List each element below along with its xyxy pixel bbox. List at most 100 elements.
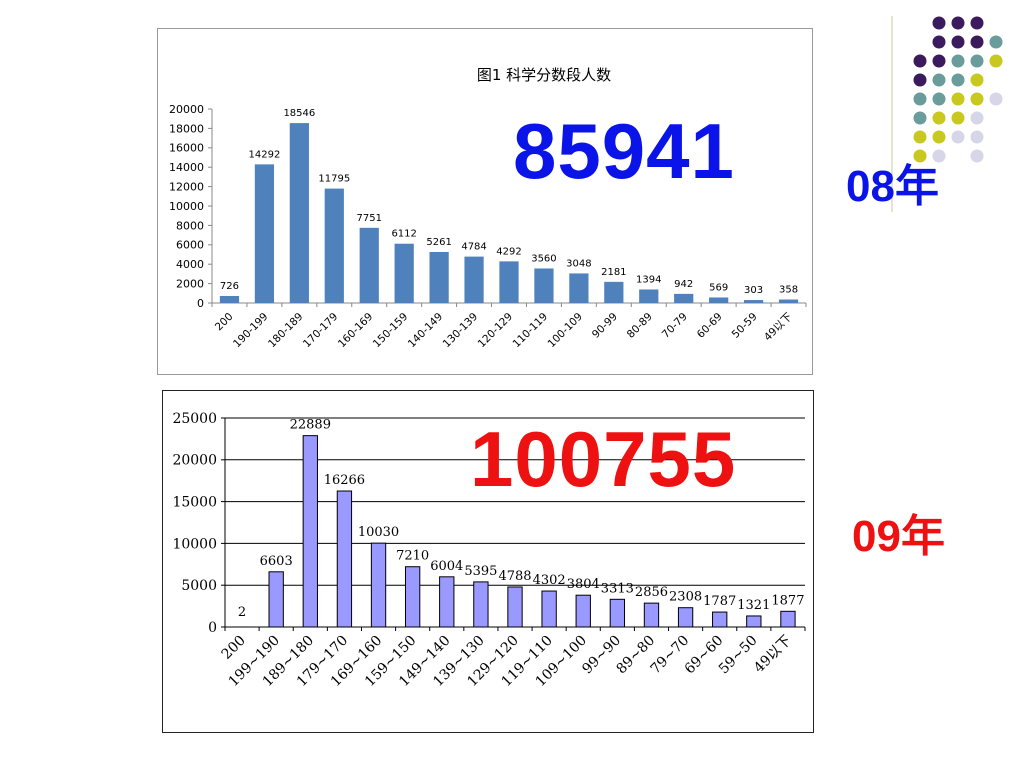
- decorative-dot: [970, 111, 984, 125]
- x-tick-label: 80-89: [625, 311, 655, 341]
- chart-title: 图1 科学分数段人数: [477, 66, 611, 84]
- decorative-dot: [913, 73, 927, 87]
- x-tick-label: 140-149: [406, 311, 446, 351]
- bar: [569, 273, 589, 303]
- bar: [404, 566, 421, 628]
- decorative-dot: [913, 149, 927, 163]
- decorative-dot: [951, 35, 965, 49]
- data-label: 3804: [567, 577, 600, 592]
- decorative-dot: [913, 130, 927, 144]
- data-label: 2181: [601, 267, 626, 278]
- y-tick-label: 15000: [172, 495, 217, 511]
- data-label: 4788: [498, 569, 531, 584]
- decorative-dot: [951, 111, 965, 125]
- decorative-dot: [989, 35, 1003, 49]
- data-label: 942: [674, 279, 693, 290]
- data-label: 6603: [260, 554, 293, 569]
- data-label: 7210: [396, 549, 429, 564]
- bar: [464, 256, 484, 303]
- bar: [499, 261, 519, 303]
- data-label: 3560: [531, 253, 556, 264]
- bar: [429, 251, 449, 303]
- x-tick-label: 90-99: [590, 311, 620, 341]
- decorative-dot: [989, 92, 1003, 106]
- decorative-dot: [970, 54, 984, 68]
- data-label: 7751: [357, 213, 382, 224]
- x-tick-label: 110-119: [511, 311, 551, 351]
- x-tick-label: 200: [219, 633, 249, 663]
- decorative-dot: [932, 73, 946, 87]
- y-tick-label: 2000: [176, 277, 204, 290]
- decorative-dot: [932, 149, 946, 163]
- chart-panel-2008: 图1 科学分数段人数 0 2000 4000 6000 8000 10000 12000 140…: [157, 28, 813, 375]
- data-label: 358: [779, 285, 798, 296]
- bar: [289, 123, 309, 304]
- x-tick-label: 70-79: [660, 311, 690, 341]
- data-label: 14292: [249, 149, 281, 160]
- data-label: 5261: [426, 237, 451, 248]
- y-tick-label: 0: [208, 620, 217, 636]
- bar: [534, 268, 554, 303]
- y-tick-label: 6000: [176, 239, 204, 252]
- decorative-dot: [989, 54, 1003, 68]
- decorative-dot: [951, 92, 965, 106]
- bar: [359, 227, 379, 303]
- decorative-dot: [951, 73, 965, 87]
- decorative-dot: [913, 54, 927, 68]
- y-tick-label: 14000: [169, 161, 204, 174]
- bar: [541, 590, 557, 628]
- bar: [643, 602, 660, 628]
- bar: [575, 594, 591, 628]
- bar: [394, 243, 414, 303]
- data-label: 2: [238, 605, 246, 620]
- bar: [639, 289, 659, 303]
- data-label: 6004: [430, 559, 463, 574]
- y-tick-label: 20000: [172, 453, 217, 469]
- data-label: 569: [709, 282, 728, 293]
- y-tick-label: 5000: [181, 578, 217, 594]
- data-label: 1787: [703, 594, 736, 609]
- bar: [254, 164, 275, 303]
- data-label: 3048: [566, 258, 591, 269]
- decorative-dot: [970, 73, 984, 87]
- bar: [336, 490, 353, 628]
- data-label: 6112: [391, 229, 416, 240]
- bar-chart-2009: 050001000015000200002500022006603199~190…: [172, 411, 806, 690]
- y-tick-label: 8000: [176, 219, 204, 232]
- decorative-dot: [951, 54, 965, 68]
- y-tick-label: 0: [197, 297, 204, 310]
- bar: [746, 615, 762, 628]
- bar: [370, 542, 387, 628]
- y-tick-label: 25000: [172, 411, 217, 427]
- data-label: 4292: [496, 246, 521, 257]
- bar: [712, 611, 728, 628]
- bar: [302, 435, 318, 628]
- bar: [473, 581, 489, 628]
- x-tick-label: 150-159: [371, 311, 411, 351]
- year-label-2009: 09年: [852, 512, 945, 561]
- data-label: 3313: [601, 581, 634, 596]
- decorative-dot: [913, 111, 927, 125]
- y-tick-label: 16000: [169, 142, 204, 155]
- y-tick-label: 10000: [172, 536, 217, 552]
- x-tick-label: 60-69: [695, 311, 725, 341]
- bar: [780, 610, 796, 628]
- data-label: 4302: [533, 573, 566, 588]
- data-label: 2308: [669, 590, 702, 605]
- data-label: 303: [744, 285, 763, 296]
- y-tick-label: 10000: [169, 200, 204, 213]
- decorative-dot: [970, 16, 984, 30]
- bar: [324, 188, 344, 303]
- bar: [674, 293, 694, 303]
- y-tick-label: 4000: [176, 258, 204, 271]
- decorative-dot: [932, 35, 946, 49]
- bar-chart-2008: 图1 科学分数段人数 0 2000 4000 6000 8000 10000 12000 140…: [169, 66, 807, 351]
- y-tick-label: 12000: [169, 180, 204, 193]
- x-tick-label: 130-139: [441, 311, 481, 351]
- bar: [439, 576, 455, 628]
- decorative-dot: [970, 149, 984, 163]
- x-tick-label: 190-199: [231, 311, 271, 351]
- decorative-dot: [970, 35, 984, 49]
- data-label: 10030: [358, 525, 399, 540]
